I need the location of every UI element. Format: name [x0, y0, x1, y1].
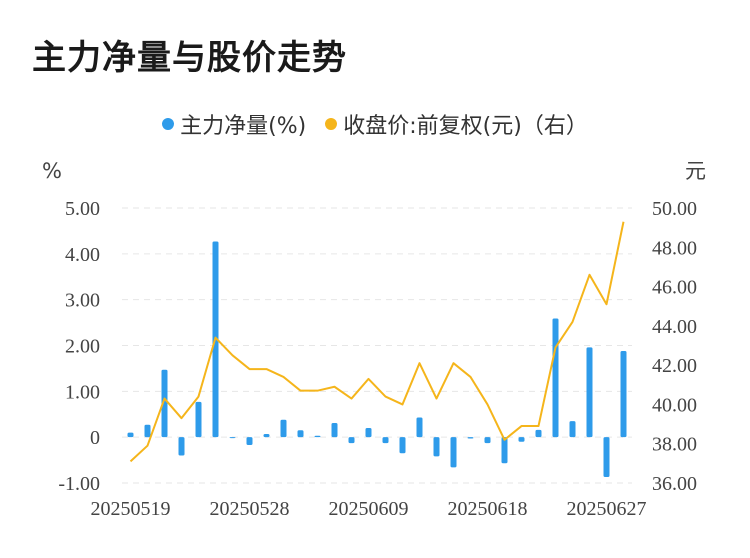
right-axis-tick-label: 42.00 — [652, 355, 697, 377]
right-axis-tick-label: 38.00 — [652, 434, 697, 456]
bar-net-volume[interactable] — [450, 437, 457, 468]
right-axis-tick-label: 44.00 — [652, 316, 697, 338]
left-axis-tick-label: 5.00 — [65, 198, 100, 220]
legend-label-net-volume: 主力净量(%) — [180, 114, 307, 139]
bar-net-volume[interactable] — [603, 437, 610, 478]
bar-net-volume[interactable] — [569, 421, 576, 438]
bar-net-volume[interactable] — [382, 437, 389, 444]
line-close-price[interactable] — [129, 221, 625, 463]
bar-net-volume[interactable] — [518, 437, 525, 442]
left-axis-tick-label: 0 — [90, 427, 100, 449]
x-axis-tick-label: 20250528 — [210, 498, 290, 520]
left-axis-tick-label: 2.00 — [65, 336, 100, 358]
bar-net-volume[interactable] — [127, 432, 134, 438]
bar-net-volume[interactable] — [144, 424, 151, 438]
bar-net-volume[interactable] — [416, 417, 423, 438]
right-axis-tick-label: 50.00 — [652, 198, 697, 220]
bar-net-volume[interactable] — [161, 369, 168, 438]
chart-title: 主力净量与股价走势 — [32, 38, 347, 78]
bar-net-volume[interactable] — [348, 437, 355, 444]
bar-net-volume[interactable] — [399, 437, 406, 454]
right-axis-unit: 元 — [685, 159, 706, 183]
left-axis-tick-label: -1.00 — [58, 473, 100, 495]
x-axis-tick-label: 20250618 — [448, 498, 528, 520]
bar-net-volume[interactable] — [365, 428, 372, 438]
bar-net-volume[interactable] — [314, 435, 321, 438]
right-axis-tick-label: 46.00 — [652, 277, 697, 299]
x-axis-tick-label: 20250627 — [567, 498, 647, 520]
bar-net-volume[interactable] — [586, 347, 593, 438]
bar-net-volume[interactable] — [195, 401, 202, 438]
bar-net-volume[interactable] — [263, 433, 270, 438]
x-axis-tick-label: 20250609 — [329, 498, 409, 520]
legend-item-close-price[interactable]: 收盘价:前复权(元)（右） — [325, 108, 588, 140]
right-axis-tick-label: 40.00 — [652, 394, 697, 416]
bar-net-volume[interactable] — [280, 419, 287, 438]
right-axis-tick-label: 48.00 — [652, 237, 697, 259]
x-axis-tick-label: 20250519 — [91, 498, 171, 520]
legend-label-close-price: 收盘价:前复权(元)（右） — [343, 114, 588, 139]
left-axis-unit: % — [42, 159, 62, 183]
legend-marker-close-price — [325, 118, 338, 130]
bar-net-volume[interactable] — [229, 437, 236, 439]
bar-net-volume[interactable] — [620, 351, 627, 438]
legend-marker-net-volume — [162, 118, 175, 130]
legend-item-net-volume[interactable]: 主力净量(%) — [162, 108, 306, 140]
bar-net-volume[interactable] — [535, 429, 542, 438]
left-axis-tick-label: 4.00 — [65, 244, 100, 266]
bar-net-volume[interactable] — [297, 430, 304, 438]
legend: 主力净量(%) 收盘价:前复权(元)（右） — [0, 108, 750, 140]
bar-net-volume[interactable] — [552, 318, 559, 438]
bar-net-volume[interactable] — [467, 437, 474, 439]
right-axis-tick-label: 36.00 — [652, 473, 697, 495]
left-axis-tick-label: 3.00 — [65, 290, 100, 312]
bar-net-volume[interactable] — [331, 422, 338, 438]
bar-net-volume[interactable] — [246, 437, 253, 445]
bar-net-volume[interactable] — [501, 437, 508, 464]
bar-net-volume[interactable] — [178, 437, 185, 456]
bar-net-volume[interactable] — [484, 437, 491, 444]
left-axis-tick-label: 1.00 — [65, 381, 100, 403]
bar-net-volume[interactable] — [433, 437, 440, 457]
